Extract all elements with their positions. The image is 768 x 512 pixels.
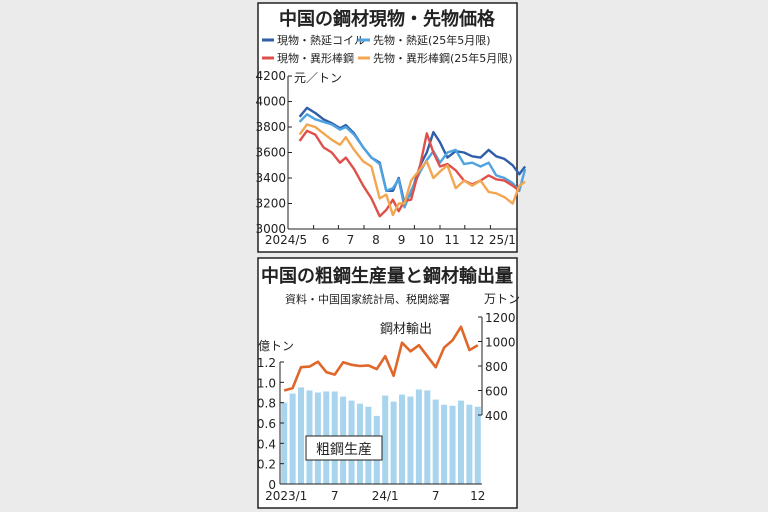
- left-tick-label: 0.2: [257, 458, 276, 472]
- x-tick-label: 7: [347, 233, 355, 247]
- price-plot: 3000 3200 3400 3600 3800 4000 4200 2024/5 6 7 8 9 10…: [255, 69, 527, 247]
- production-bar: [382, 395, 389, 484]
- production-bar: [424, 390, 431, 484]
- x-tick-label: 7: [331, 489, 339, 503]
- price-y-unit: 元／トン: [294, 71, 342, 85]
- export-line: [283, 325, 479, 392]
- right-tick-label: 800: [485, 360, 508, 374]
- left-tick-label: 0: [268, 478, 276, 492]
- right-axis-unit: 万トン: [484, 292, 520, 306]
- x-tick-label: 8: [372, 233, 380, 247]
- x-tick-label: 12: [470, 489, 485, 503]
- left-tick-label: 0.8: [257, 397, 276, 411]
- price-series-line-1: [298, 113, 527, 209]
- right-tick-label: 1000: [485, 336, 516, 350]
- production-bar: [298, 387, 305, 484]
- x-tick-label: 12: [469, 233, 484, 247]
- production-series-label: 粗鋼生産: [316, 442, 372, 458]
- x-tick-label: 2023/1: [265, 489, 307, 503]
- y-tick-label: 3400: [255, 171, 286, 185]
- export-series-label: 鋼材輸出: [380, 322, 432, 337]
- production-bar: [432, 399, 439, 484]
- right-tick-label: 600: [485, 385, 508, 399]
- x-tick-label: 7: [432, 489, 440, 503]
- production-bar: [390, 401, 397, 484]
- x-tick-label: 6: [322, 233, 330, 247]
- x-tick-label: 2024/5: [265, 233, 307, 247]
- y-tick-label: 3000: [255, 222, 286, 236]
- production-bar: [441, 404, 448, 484]
- price-series-line-2: [298, 129, 521, 218]
- price-legend: 現物・熱延コイル 先物・熱延(25年5月限) 現物・異形棒鋼 先物・異形棒鋼(25年5…: [262, 33, 513, 65]
- production-bar: [289, 393, 296, 484]
- price-panel: [257, 2, 518, 253]
- y-tick-label: 4000: [255, 95, 286, 109]
- legend-label: 現物・熱延コイル: [277, 33, 365, 47]
- production-bar: [399, 394, 406, 484]
- production-chart-title: 中国の粗鋼生産量と鋼材輸出量: [261, 265, 513, 287]
- production-bar: [466, 404, 473, 484]
- x-tick-label: 9: [398, 233, 406, 247]
- source-note: 資料・中国国家統計局、税関総署: [285, 292, 450, 306]
- legend-label: 現物・異形棒鋼: [277, 51, 354, 65]
- y-tick-label: 3600: [255, 146, 286, 160]
- production-bar: [457, 400, 464, 484]
- production-label-box: [305, 435, 383, 461]
- left-tick-label: 1.0: [257, 376, 276, 390]
- y-tick-label: 3800: [255, 120, 286, 134]
- right-tick-label: 1200: [485, 311, 516, 325]
- y-tick-label: 3200: [255, 197, 286, 211]
- left-tick-label: 0.4: [257, 437, 276, 451]
- left-axis-unit: 億トン: [258, 339, 294, 353]
- x-tick-label: 10: [419, 233, 434, 247]
- right-tick-label: 400: [485, 409, 508, 423]
- price-chart-title: 中国の鋼材現物・先物価格: [279, 8, 496, 30]
- price-series-line-3: [298, 123, 526, 217]
- legend-label: 先物・熱延(25年5月限): [373, 33, 491, 47]
- production-bar: [449, 405, 456, 484]
- production-bar: [281, 402, 288, 484]
- production-bar: [474, 406, 481, 484]
- x-tick-label: 24/1: [372, 489, 399, 503]
- left-tick-label: 1.2: [257, 356, 276, 370]
- production-bar: [407, 396, 414, 484]
- y-tick-label: 4200: [255, 69, 286, 83]
- production-bar: [415, 389, 422, 484]
- left-tick-label: 0.6: [257, 417, 276, 431]
- x-tick-label: 11: [444, 233, 459, 247]
- legend-label: 先物・異形棒鋼(25年5月限): [373, 51, 513, 65]
- x-tick-label: 25/1: [489, 233, 516, 247]
